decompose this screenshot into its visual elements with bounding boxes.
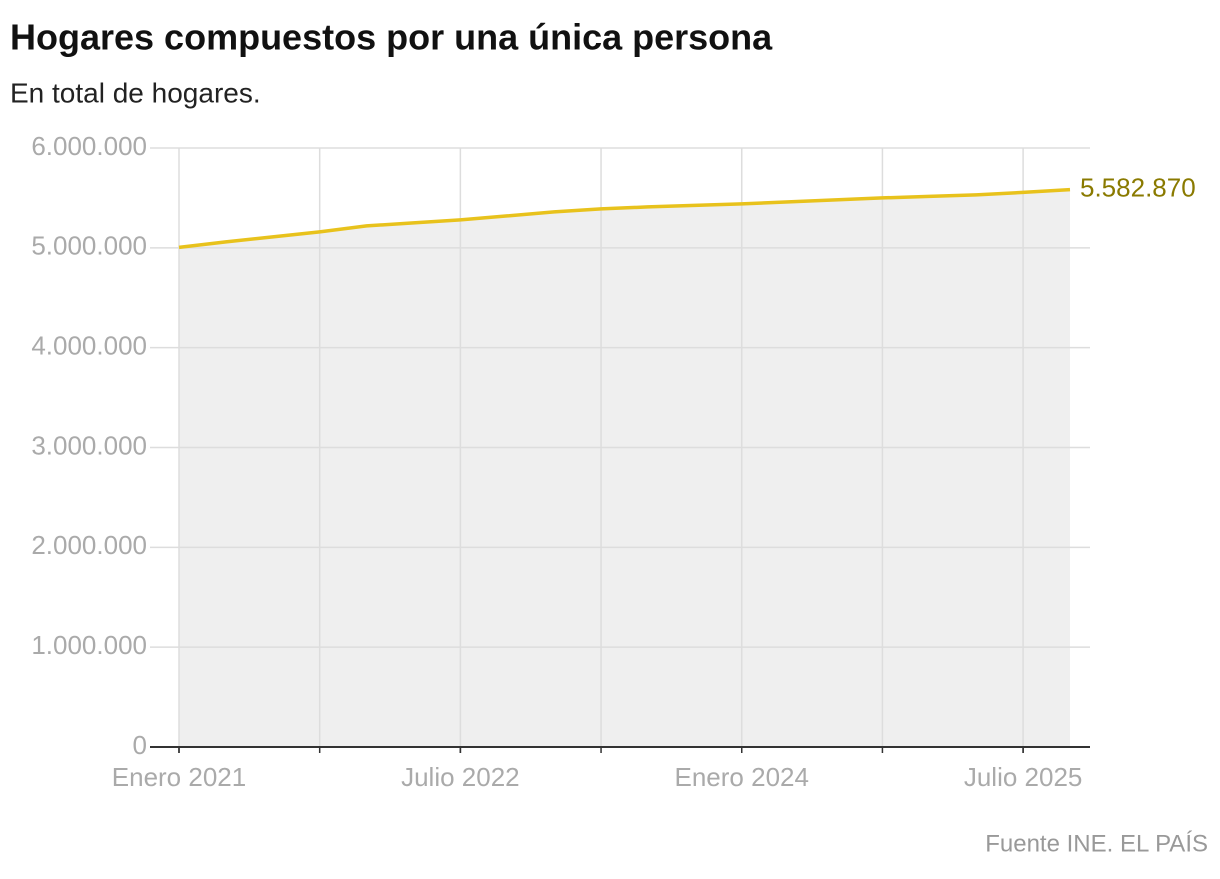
x-tick-label: Julio 2025 <box>964 762 1083 792</box>
value-label: 5.582.870 <box>1080 173 1196 203</box>
line <box>178 187 1071 250</box>
y-tick-label: 6.000.000 <box>31 131 147 161</box>
x-tick-label: Julio 2022 <box>401 762 520 792</box>
y-tick-label: 4.000.000 <box>31 331 147 361</box>
y-tick-label: 5.000.000 <box>31 231 147 261</box>
source: Fuente INE. EL PAÍS <box>985 830 1208 857</box>
x-tick-label: Enero 2021 <box>112 762 246 792</box>
x-tick-label: Enero 2024 <box>675 762 809 792</box>
chart-subtitle: En total de hogares. <box>10 77 261 108</box>
chart-title: Hogares compuestos por una única persona <box>10 17 773 58</box>
y-tick-label: 3.000.000 <box>31 430 147 460</box>
y-tick-label: 0 <box>133 730 147 760</box>
area <box>179 189 1070 747</box>
y-tick-label: 2.000.000 <box>31 530 147 560</box>
y-tick-label: 1.000.000 <box>31 630 147 660</box>
